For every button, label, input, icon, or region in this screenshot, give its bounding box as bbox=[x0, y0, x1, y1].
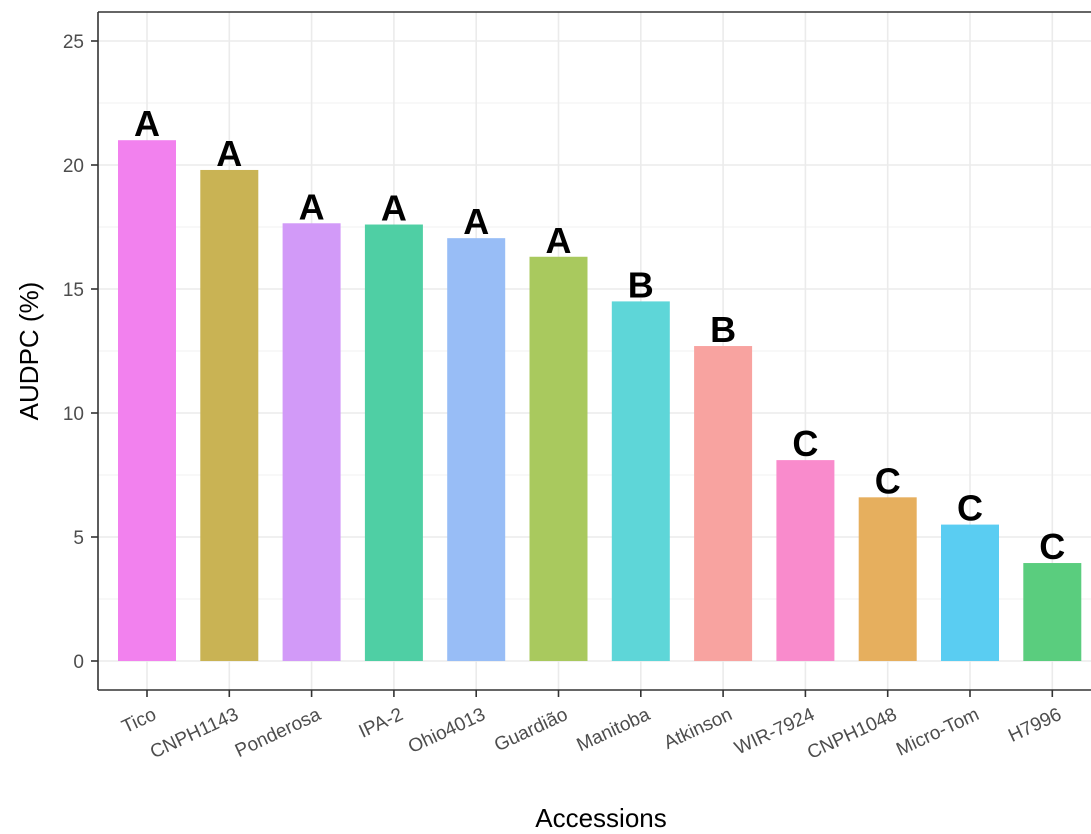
bar-8 bbox=[776, 460, 835, 661]
group-letter-9: C bbox=[875, 460, 901, 501]
group-letter-4: A bbox=[463, 201, 489, 242]
x-axis-title: Accessions bbox=[535, 803, 667, 833]
group-letter-10: C bbox=[957, 488, 983, 529]
group-letter-3: A bbox=[381, 188, 407, 229]
group-letter-8: C bbox=[792, 423, 818, 464]
bar-5 bbox=[529, 256, 588, 661]
bar-11 bbox=[1023, 563, 1082, 661]
bar-10 bbox=[941, 524, 999, 661]
y-axis: 0 5 10 15 20 25 bbox=[63, 32, 98, 673]
group-letter-6: B bbox=[628, 264, 654, 305]
bar-9 bbox=[858, 497, 917, 661]
bar-0 bbox=[118, 140, 176, 661]
group-letter-1: A bbox=[216, 133, 242, 174]
group-letter-7: B bbox=[710, 309, 736, 350]
y-tick-label: 20 bbox=[63, 156, 84, 177]
group-letter-2: A bbox=[299, 186, 325, 227]
y-tick-label: 0 bbox=[73, 652, 84, 673]
bar-2 bbox=[282, 223, 341, 661]
group-letter-0: A bbox=[134, 103, 160, 144]
bar-4 bbox=[447, 238, 506, 661]
bar-3 bbox=[364, 224, 423, 661]
y-tick-label: 25 bbox=[63, 32, 84, 53]
bars bbox=[118, 140, 1082, 661]
group-letter-11: C bbox=[1039, 526, 1065, 567]
group-letter-5: A bbox=[546, 220, 572, 261]
group-letters: A A A A A A B B C C C C bbox=[134, 103, 1065, 567]
bar-6 bbox=[611, 301, 670, 661]
bar-7 bbox=[694, 346, 753, 661]
y-tick-label: 15 bbox=[63, 280, 84, 301]
y-tick-label: 10 bbox=[63, 404, 84, 425]
y-axis-title: AUDPC (%) bbox=[14, 282, 44, 421]
y-tick-label: 5 bbox=[73, 528, 84, 549]
bar-1 bbox=[200, 169, 259, 661]
